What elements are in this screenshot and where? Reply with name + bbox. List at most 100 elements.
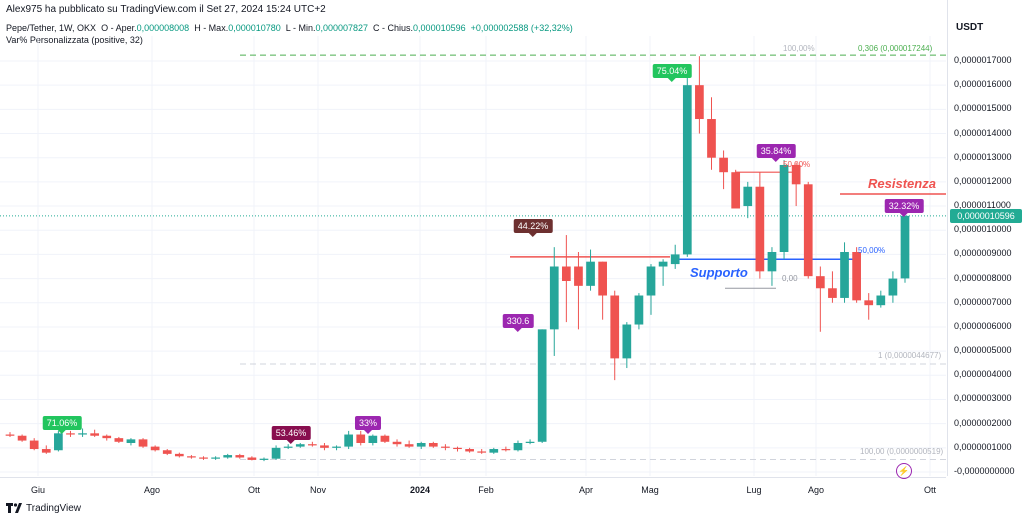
candle-body <box>682 85 692 255</box>
time-axis[interactable]: Giu Ago Ott Nov 2024 Feb Apr Mag Lug Ago Ott <box>0 477 946 500</box>
candle-body <box>828 288 837 298</box>
time-tick-label: Ott <box>247 485 261 495</box>
time-tick-label: 2024 <box>409 485 431 495</box>
candle-body <box>308 444 317 446</box>
price-tick-label: 0,0000013000 <box>954 151 1012 162</box>
candle-body <box>707 119 716 158</box>
candle-body <box>162 450 172 454</box>
candle-body <box>29 440 39 450</box>
candle-body <box>41 449 51 453</box>
candle-body <box>295 444 305 447</box>
price-tick-label: 0,0000009000 <box>954 248 1012 259</box>
candle-body <box>574 266 583 286</box>
currency-label: USDT <box>956 22 984 33</box>
time-tick-label: Nov <box>309 485 327 495</box>
tradingview-brand: TradingView <box>6 503 81 514</box>
chart-plot-area[interactable] <box>0 36 946 476</box>
candle-body <box>320 445 329 448</box>
candle-body <box>344 434 354 447</box>
candlestick-chart[interactable] <box>0 36 946 476</box>
price-tick-label: 0,0000017000 <box>954 55 1012 65</box>
candle-body <box>586 261 595 286</box>
high-label: H - Max. <box>194 23 229 33</box>
candle-body <box>779 164 789 252</box>
support-label: Supporto <box>690 265 748 280</box>
candle-body <box>803 184 813 277</box>
price-tick-label: 0,0000014000 <box>954 127 1012 138</box>
candle-body <box>211 457 220 459</box>
candle-body <box>477 451 487 453</box>
candle-body <box>174 453 184 457</box>
candle-body <box>719 157 728 173</box>
lightning-icon[interactable]: ⚡ <box>896 463 912 479</box>
price-tick-label: 0,0000005000 <box>954 345 1012 356</box>
price-axis[interactable]: USDT 0,0000017000 0,0000016000 0,000001500… <box>947 0 1024 476</box>
price-tick-label: 0,0000010000 <box>954 224 1012 235</box>
candle-body <box>598 261 607 296</box>
change-value: +0,000002588 (+32,32%) <box>470 23 573 33</box>
fib-one-label: 1 (0,0000044677) <box>878 351 942 360</box>
candle-body <box>187 456 196 458</box>
price-tick-label: 0,0000003000 <box>954 393 1012 404</box>
candle-body <box>658 261 668 267</box>
price-tick-label: 0,0000012000 <box>954 175 1012 186</box>
symbol-label[interactable]: Pepe/Tether, 1W, OKX <box>6 23 97 33</box>
candle-body <box>525 441 535 443</box>
candle-body <box>54 433 63 451</box>
candle-body <box>332 446 341 448</box>
percent-change-bubble: 75.04% <box>652 64 692 82</box>
price-tick-label: 0,0000007000 <box>954 296 1012 307</box>
candle-body <box>356 434 366 443</box>
candle-body <box>900 215 910 279</box>
candle-body <box>150 446 160 451</box>
candle-body <box>453 447 462 450</box>
percent-change-bubble: 53.46% <box>271 426 311 444</box>
percent-change-bubble: 33% <box>354 416 382 434</box>
time-tick-label: Ago <box>143 485 161 495</box>
published-by: Alex975 ha pubblicato su TradingView.com… <box>6 4 326 15</box>
time-tick-label: Lug <box>746 485 762 495</box>
price-tick-label: 0,0000016000 <box>954 79 1012 90</box>
candle-body <box>888 278 898 296</box>
candle-body <box>634 295 644 325</box>
fib-top-label: 100,00% <box>783 44 815 53</box>
price-tick-label: 0,0000006000 <box>954 320 1012 331</box>
candle-body <box>670 254 680 265</box>
price-tick-label: 0,0000008000 <box>954 272 1012 283</box>
candle-body <box>404 444 414 447</box>
time-tick-label: Giu <box>30 485 46 495</box>
time-tick-label: Ott <box>923 485 937 495</box>
candle-body <box>199 457 208 459</box>
candle-body <box>864 300 874 306</box>
candle-body <box>537 329 547 442</box>
brand-name: TradingView <box>26 503 82 514</box>
candle-body <box>283 446 293 448</box>
candle-body <box>695 85 704 120</box>
indicator-legend[interactable]: Var% Personalizzata (positive, 32) <box>6 35 143 45</box>
close-label: C - Chius. <box>373 23 414 33</box>
price-tick-label: 0,0000001000 <box>954 441 1012 452</box>
tradingview-logo-icon <box>6 503 22 514</box>
candle-body <box>465 449 474 452</box>
candle-body <box>102 435 112 439</box>
price-tick-label: -0,0000000000 <box>954 466 1015 476</box>
fib-mid-upper-label: 50,00% <box>783 160 811 169</box>
candle-body <box>840 251 849 298</box>
candle-body <box>126 439 136 443</box>
candle-body <box>755 186 765 272</box>
candle-body <box>791 164 801 185</box>
close-value: 0,000010596 <box>413 23 466 33</box>
candle-body <box>235 455 245 458</box>
candle-body <box>392 441 402 445</box>
candle-body <box>852 251 861 301</box>
candle-body <box>549 266 559 330</box>
fib-zero-label: 0,00 <box>782 274 798 283</box>
candle-body <box>138 439 148 447</box>
candle-body <box>501 449 511 451</box>
candle-body <box>271 447 281 459</box>
time-tick-label: Feb <box>478 485 494 495</box>
candle-body <box>646 266 656 296</box>
open-label: O - Aper. <box>101 23 137 33</box>
candle-body <box>610 295 620 359</box>
high-value: 0,000010780 <box>228 23 281 33</box>
